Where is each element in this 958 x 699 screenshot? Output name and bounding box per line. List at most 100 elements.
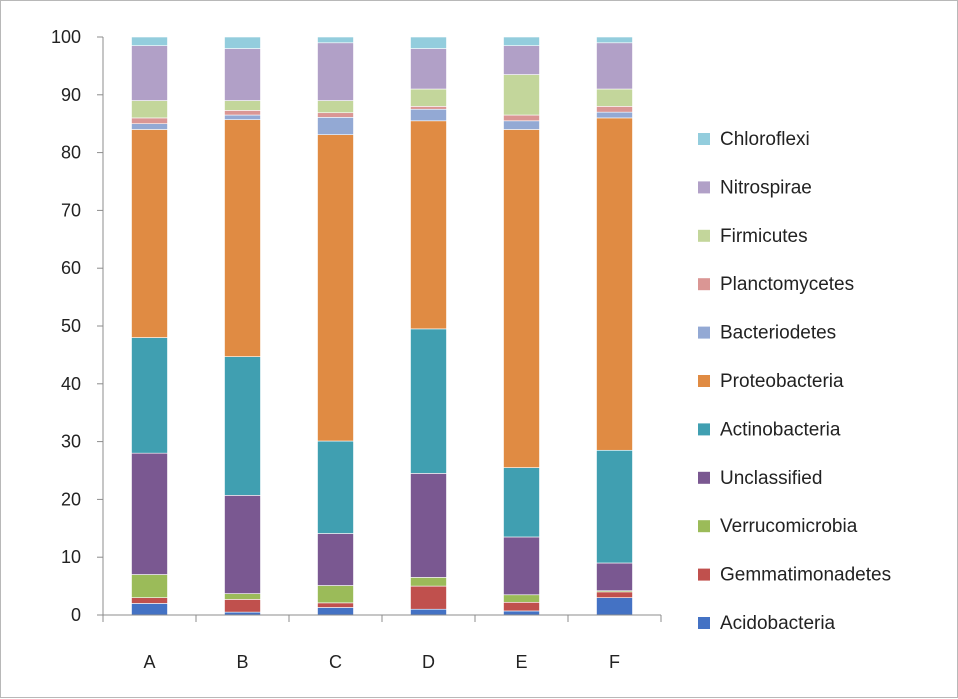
bar-segment	[410, 328, 447, 474]
legend-swatch	[698, 326, 710, 339]
bar-segment	[224, 599, 261, 613]
bar-segment	[503, 467, 540, 538]
bar-segment	[317, 602, 354, 608]
legend-swatch	[698, 133, 710, 145]
bar-segment	[503, 114, 540, 122]
bar-segment	[224, 100, 261, 111]
x-tick-label: E	[515, 652, 527, 672]
bar-segment	[410, 36, 447, 49]
x-tick-label: D	[422, 652, 435, 672]
y-tick-label: 20	[61, 489, 81, 509]
bar-segment	[410, 88, 447, 107]
y-tick-label: 100	[51, 27, 81, 47]
legend-label: Proteobacteria	[720, 371, 844, 392]
bar-segment	[410, 608, 447, 616]
bar-segment	[596, 111, 633, 119]
bar-segment	[410, 106, 447, 110]
bar-segment	[317, 607, 354, 616]
bar-segment	[503, 120, 540, 130]
y-tick-label: 50	[61, 316, 81, 336]
bar-segment	[596, 597, 633, 616]
bar-segment	[224, 356, 261, 496]
bar-segment	[224, 119, 261, 357]
legend-swatch	[698, 471, 710, 484]
bar-segment	[224, 114, 261, 120]
legend-label: Verrucomicrobia	[720, 516, 858, 537]
bars	[131, 36, 633, 616]
bar-segment	[317, 134, 354, 442]
bar-segment	[596, 106, 633, 113]
legend-swatch	[698, 375, 710, 387]
bar-segment	[131, 36, 168, 46]
bar-segment	[596, 42, 633, 90]
legend-swatch	[698, 278, 710, 291]
y-tick-label: 30	[61, 432, 81, 452]
y-tick-label: 0	[71, 605, 81, 625]
legend-swatch	[698, 520, 710, 533]
legend-swatch	[698, 181, 710, 194]
bar-segment	[410, 473, 447, 578]
bar-segment	[131, 100, 168, 119]
x-tick-label: C	[329, 652, 342, 672]
bar-segment	[131, 117, 168, 124]
x-tick-label: F	[609, 652, 620, 672]
bar-segment	[503, 610, 540, 616]
bar-segment	[317, 112, 354, 118]
bar-segment	[224, 36, 261, 49]
bar-segment	[317, 42, 354, 101]
bar-segment	[596, 117, 633, 451]
bar-segment	[131, 123, 168, 130]
bar-segment	[503, 36, 540, 46]
bar-segment	[317, 117, 354, 135]
bar-segment	[317, 440, 354, 534]
legend-label: Chloroflexi	[720, 129, 810, 150]
bar-segment	[596, 36, 633, 44]
bar-segment	[131, 337, 168, 454]
bar-segment	[410, 577, 447, 587]
bar-segment	[131, 45, 168, 101]
bar-segment	[503, 129, 540, 468]
legend-label: Nitrospirae	[720, 177, 812, 198]
bar-segment	[317, 100, 354, 114]
legend-label: Planctomycetes	[720, 274, 854, 295]
y-tick-label: 60	[61, 258, 81, 278]
legend-label: Firmicutes	[720, 226, 808, 247]
legend-swatch	[698, 229, 710, 242]
bar-segment	[503, 601, 540, 612]
y-tick-label: 90	[61, 85, 81, 105]
legend-label: Unclassified	[720, 468, 822, 489]
bar-segment	[317, 36, 354, 44]
legend-label: Acidobacteria	[720, 613, 836, 634]
bar-segment	[503, 594, 540, 603]
bar-segment	[596, 591, 633, 598]
bar-segment	[224, 48, 261, 101]
y-tick-label: 40	[61, 374, 81, 394]
bar-segment	[503, 74, 540, 116]
bar-segment	[131, 597, 168, 604]
bar-segment	[317, 585, 354, 604]
x-tick-label: B	[236, 652, 248, 672]
bar-segment	[410, 120, 447, 330]
legend-swatch	[698, 617, 710, 629]
bar-segment	[224, 593, 261, 600]
y-tick-label: 70	[61, 200, 81, 220]
x-tick-label: A	[143, 652, 155, 672]
bar-segment	[131, 603, 168, 616]
legend-label: Gemmatimonadetes	[720, 565, 891, 586]
legend: Chloroflexi Nitrospirae Firmicutes Planctom…	[698, 129, 891, 634]
legend-swatch	[698, 423, 710, 436]
bar-segment	[410, 48, 447, 90]
bar-segment	[131, 129, 168, 338]
bar-segment	[410, 108, 447, 122]
bar-segment	[503, 536, 540, 596]
bar-segment	[224, 495, 261, 594]
y-axis: 0 10 20 30 40 50 60 70 80 90 100	[51, 27, 104, 625]
y-tick-label: 10	[61, 547, 81, 567]
legend-swatch	[698, 568, 710, 581]
x-axis: A B C D E F	[102, 614, 662, 672]
bar-segment	[596, 562, 633, 592]
bar-segment	[410, 585, 447, 610]
bar-segment	[131, 452, 168, 575]
